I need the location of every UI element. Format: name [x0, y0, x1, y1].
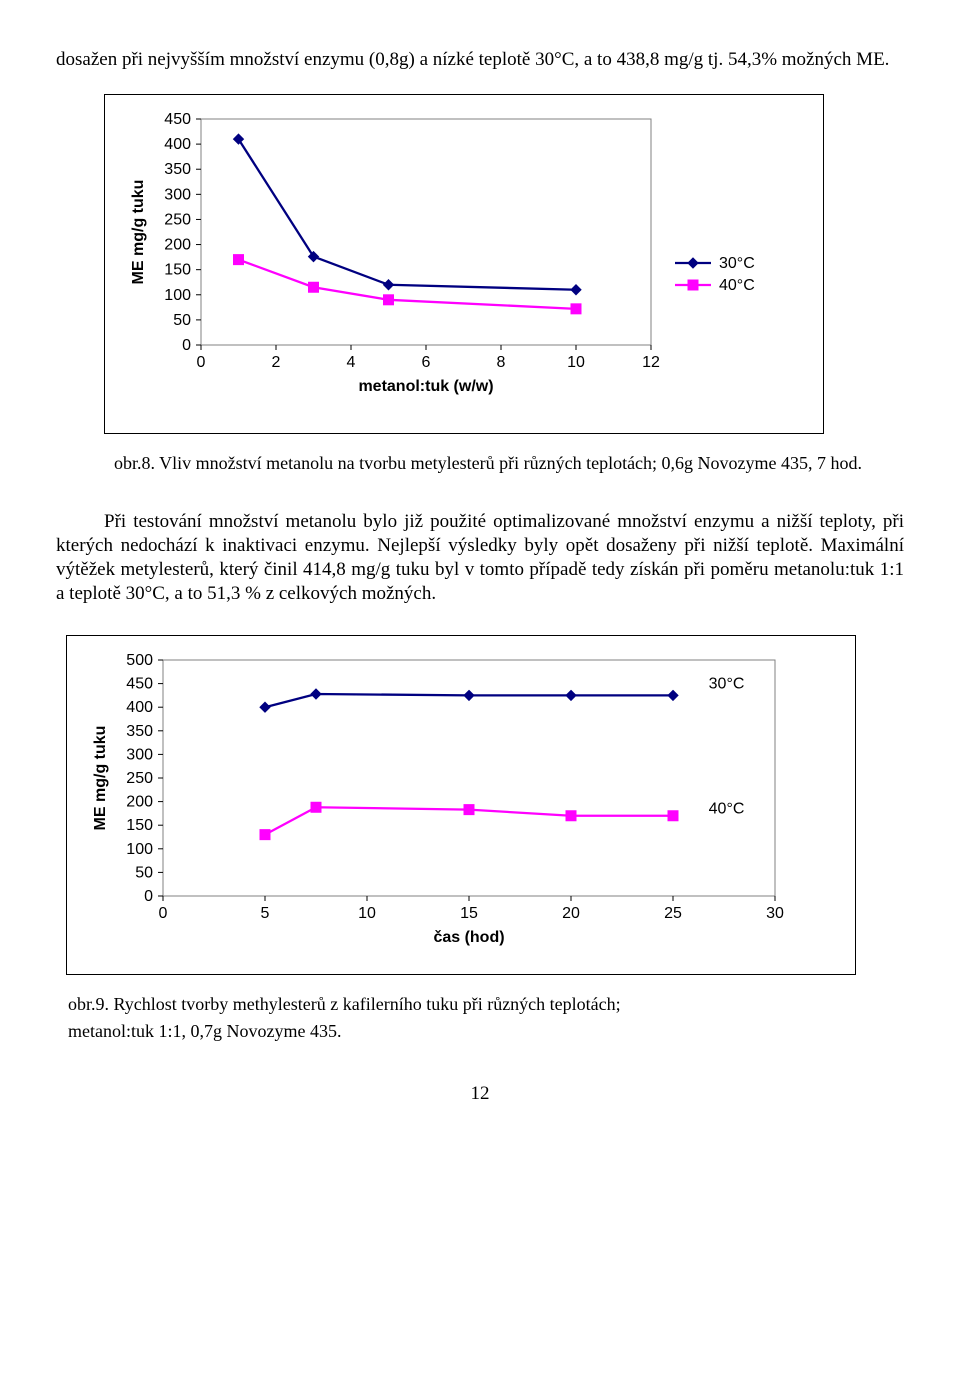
svg-text:150: 150 [164, 261, 191, 278]
page-number: 12 [56, 1082, 904, 1106]
svg-text:300: 300 [126, 747, 153, 764]
svg-text:metanol:tuk (w/w): metanol:tuk (w/w) [358, 378, 493, 395]
svg-text:450: 450 [164, 113, 191, 128]
chart-2-caption-line2: metanol:tuk 1:1, 0,7g Novozyme 435. [68, 1020, 904, 1043]
chart-2-container: 0 50 100 150 200 250 300 350 400 450 500 0 5 10 15 20 25… [66, 635, 856, 975]
svg-text:350: 350 [126, 723, 153, 740]
svg-text:12: 12 [642, 354, 660, 371]
svg-text:25: 25 [664, 905, 682, 922]
svg-text:450: 450 [126, 676, 153, 693]
svg-text:10: 10 [567, 354, 585, 371]
chart-2: 0 50 100 150 200 250 300 350 400 450 500 0 5 10 15 20 25… [85, 654, 839, 954]
svg-text:50: 50 [173, 312, 191, 329]
svg-text:300: 300 [164, 186, 191, 203]
chart-1-caption: obr.8. Vliv množství metanolu na tvorbu … [114, 452, 904, 475]
svg-text:350: 350 [164, 161, 191, 178]
svg-text:200: 200 [164, 236, 191, 253]
svg-text:30: 30 [766, 905, 784, 922]
svg-text:400: 400 [126, 699, 153, 716]
svg-text:0: 0 [144, 888, 153, 905]
svg-text:150: 150 [126, 817, 153, 834]
svg-text:100: 100 [126, 841, 153, 858]
svg-text:200: 200 [126, 794, 153, 811]
paragraph-middle: Při testování množství metanolu bylo již… [56, 510, 904, 605]
svg-text:8: 8 [497, 354, 506, 371]
svg-text:50: 50 [135, 865, 153, 882]
svg-text:ME mg/g tuku: ME mg/g tuku [92, 726, 109, 831]
chart-1-container: 0 50 100 150 200 250 300 350 400 450 0 2 4 6 8 10 12 ME m… [104, 94, 824, 434]
svg-text:250: 250 [164, 211, 191, 228]
chart-1: 0 50 100 150 200 250 300 350 400 450 0 2 4 6 8 10 12 ME m… [123, 113, 807, 413]
svg-text:15: 15 [460, 905, 478, 922]
svg-text:20: 20 [562, 905, 580, 922]
svg-text:30°C: 30°C [709, 676, 745, 693]
svg-text:40°C: 40°C [719, 277, 755, 294]
svg-text:30°C: 30°C [719, 255, 755, 272]
paragraph-intro: dosažen při nejvyšším množství enzymu (0… [56, 48, 904, 72]
svg-text:5: 5 [261, 905, 270, 922]
svg-text:40°C: 40°C [709, 801, 745, 818]
svg-text:2: 2 [272, 354, 281, 371]
svg-text:500: 500 [126, 654, 153, 669]
svg-text:6: 6 [422, 354, 431, 371]
svg-text:0: 0 [159, 905, 168, 922]
svg-text:0: 0 [182, 337, 191, 354]
svg-text:4: 4 [347, 354, 356, 371]
chart-2-caption-line1: obr.9. Rychlost tvorby methylesterů z ka… [68, 993, 904, 1016]
svg-text:0: 0 [197, 354, 206, 371]
svg-text:10: 10 [358, 905, 376, 922]
svg-text:čas (hod): čas (hod) [433, 929, 504, 946]
svg-text:400: 400 [164, 136, 191, 153]
svg-text:ME mg/g tuku: ME mg/g tuku [130, 179, 147, 284]
svg-text:250: 250 [126, 770, 153, 787]
svg-text:100: 100 [164, 287, 191, 304]
